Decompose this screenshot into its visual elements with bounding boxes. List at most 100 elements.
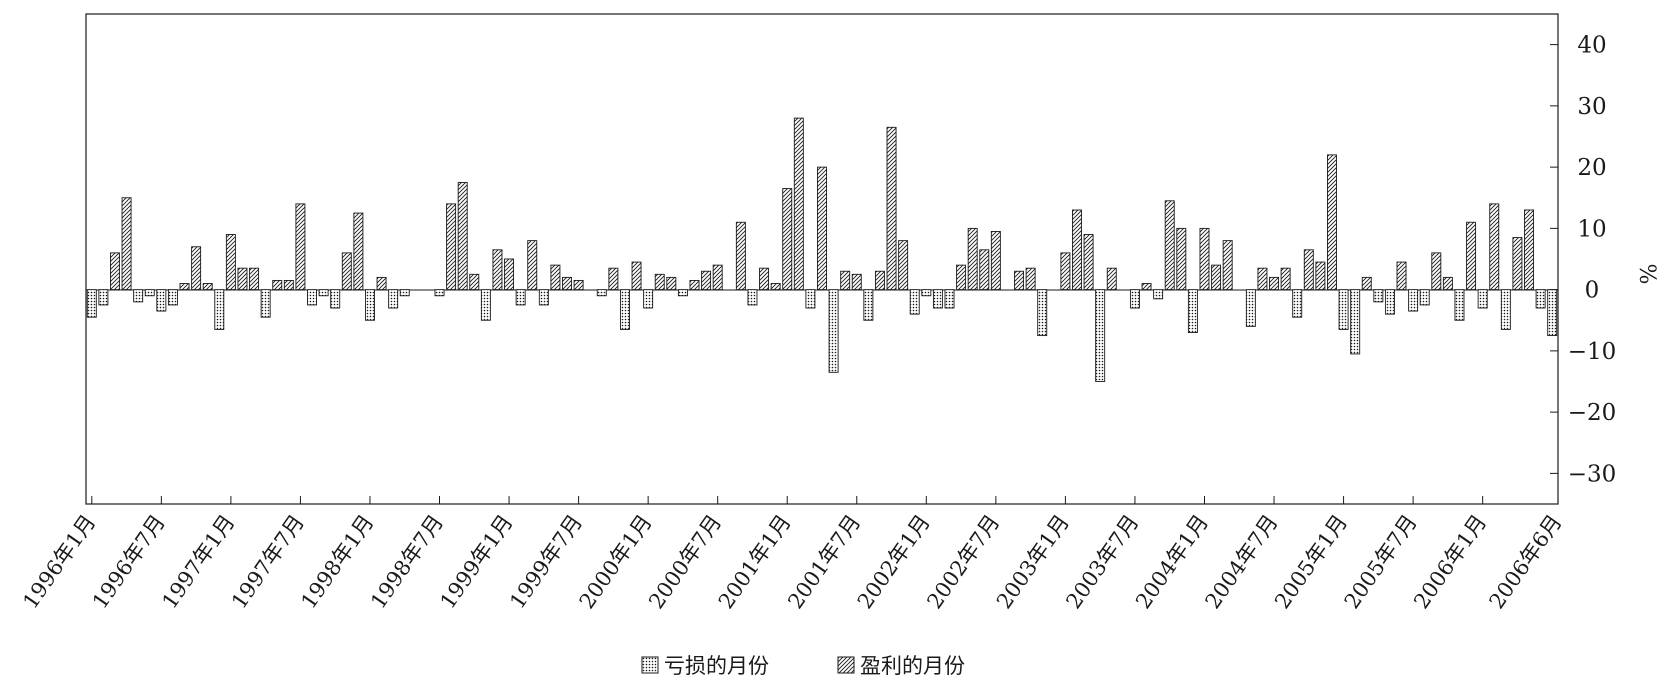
profit-month-bar bbox=[573, 279, 584, 291]
profit-month-bar bbox=[886, 126, 897, 291]
profit-month-bar bbox=[492, 249, 503, 291]
profit-month-bar bbox=[202, 283, 213, 291]
loss-month-bar bbox=[156, 289, 167, 312]
profit-month-bar bbox=[898, 240, 909, 291]
profit-month-bar bbox=[1466, 221, 1477, 291]
profit-month-bar bbox=[851, 273, 862, 291]
profit-month-bar bbox=[1269, 276, 1280, 291]
y-tick-label: 30 bbox=[1577, 94, 1606, 120]
loss-month-bar bbox=[399, 289, 410, 297]
profit-month-bar bbox=[1489, 203, 1500, 291]
profit-month-bar bbox=[1222, 240, 1233, 291]
legend-loss-swatch bbox=[641, 656, 659, 674]
profit-month-bar bbox=[782, 188, 793, 291]
loss-month-bar bbox=[388, 289, 399, 309]
loss-month-bar bbox=[1129, 289, 1140, 309]
loss-month-bar bbox=[1187, 289, 1198, 333]
plot-area-frame bbox=[85, 13, 1559, 505]
profit-month-bar bbox=[179, 283, 190, 291]
profit-month-bar bbox=[1512, 237, 1523, 291]
profit-month-bar bbox=[527, 240, 538, 291]
profit-month-bar bbox=[1106, 267, 1117, 291]
profit-month-bar bbox=[990, 230, 1001, 291]
profit-month-bar bbox=[237, 267, 248, 291]
profit-month-bar bbox=[712, 264, 723, 291]
profit-month-bar bbox=[1014, 270, 1025, 291]
y-tick-label: 0 bbox=[1585, 278, 1600, 304]
profit-month-bar bbox=[608, 267, 619, 291]
profit-month-bar bbox=[840, 270, 851, 291]
profit-month-bar bbox=[1327, 154, 1337, 291]
y-tick-label: 10 bbox=[1577, 216, 1606, 242]
loss-month-bar bbox=[515, 289, 526, 306]
loss-month-bar bbox=[932, 289, 943, 309]
loss-month-bar bbox=[805, 289, 816, 309]
profit-month-bar bbox=[1442, 276, 1453, 291]
x-tick-label: 2006年6月 bbox=[1485, 510, 1567, 613]
loss-month-bar bbox=[1500, 289, 1511, 330]
profit-month-bar bbox=[446, 203, 457, 291]
profit-month-bar bbox=[121, 197, 132, 291]
y-tick-label: −20 bbox=[1568, 400, 1617, 426]
profit-month-bar bbox=[376, 276, 387, 291]
profit-month-bar bbox=[759, 267, 770, 291]
legend: 亏损的月份 盈利的月份 bbox=[641, 654, 965, 678]
profit-month-bar bbox=[631, 261, 642, 291]
profit-month-bar bbox=[1072, 209, 1082, 291]
profit-month-bar bbox=[1396, 261, 1407, 291]
profit-month-bar bbox=[272, 279, 283, 291]
profit-month-bar bbox=[504, 258, 515, 291]
profit-month-bar bbox=[353, 212, 364, 291]
profit-month-bar bbox=[689, 279, 700, 291]
profit-month-bar bbox=[666, 276, 677, 291]
loss-month-bar bbox=[1408, 289, 1419, 312]
profit-month-bar bbox=[956, 264, 967, 291]
profit-month-bar bbox=[654, 273, 665, 291]
loss-month-bar bbox=[619, 289, 630, 330]
loss-month-bar bbox=[330, 289, 341, 309]
loss-month-bar bbox=[538, 289, 549, 306]
profit-month-bar bbox=[874, 270, 885, 291]
profit-month-bar bbox=[457, 181, 468, 291]
profit-month-bar bbox=[1083, 234, 1094, 291]
profit-month-bar bbox=[1199, 227, 1210, 291]
loss-month-bar bbox=[307, 289, 317, 306]
loss-month-bar bbox=[167, 289, 178, 306]
profit-month-bar bbox=[735, 221, 746, 291]
loss-month-bar bbox=[677, 289, 688, 297]
loss-month-bar bbox=[133, 289, 144, 303]
loss-month-bar bbox=[144, 289, 155, 297]
loss-month-bar bbox=[214, 289, 225, 330]
loss-month-bar bbox=[1350, 289, 1361, 355]
bar-series bbox=[86, 117, 1558, 382]
y-tick-label: 40 bbox=[1577, 33, 1606, 59]
profit-month-bar bbox=[1361, 276, 1372, 291]
loss-month-bar bbox=[596, 289, 607, 297]
profit-month-bar bbox=[793, 117, 804, 291]
loss-month-bar bbox=[1153, 289, 1164, 300]
y-tick-label: −10 bbox=[1568, 339, 1617, 365]
profit-month-bar bbox=[1141, 283, 1152, 291]
loss-month-bar bbox=[98, 289, 109, 306]
loss-month-bar bbox=[365, 289, 375, 321]
profit-month-bar bbox=[1257, 267, 1268, 291]
profit-month-bar bbox=[283, 279, 294, 291]
profit-month-bar bbox=[469, 273, 480, 291]
loss-month-bar bbox=[909, 289, 920, 315]
profit-month-bar bbox=[1315, 261, 1326, 291]
loss-month-bar bbox=[1373, 289, 1384, 303]
profit-month-bar bbox=[562, 276, 572, 291]
profit-month-bar bbox=[967, 227, 978, 291]
profit-month-bar bbox=[1524, 209, 1534, 291]
x-axis: 1996年1月1996年7月1997年1月1997年7月1998年1月1998年… bbox=[18, 496, 1567, 613]
loss-month-bar bbox=[1535, 289, 1546, 309]
profit-month-bar bbox=[341, 252, 352, 291]
loss-month-bar bbox=[1547, 289, 1558, 337]
y-axis-label: % bbox=[1634, 264, 1659, 285]
loss-month-bar bbox=[1037, 289, 1048, 337]
profit-month-bar bbox=[701, 270, 712, 291]
legend-loss-label: 亏损的月份 bbox=[664, 654, 769, 678]
profit-month-bar bbox=[1025, 267, 1036, 291]
loss-month-bar bbox=[260, 289, 271, 318]
profit-month-bar bbox=[191, 246, 202, 291]
